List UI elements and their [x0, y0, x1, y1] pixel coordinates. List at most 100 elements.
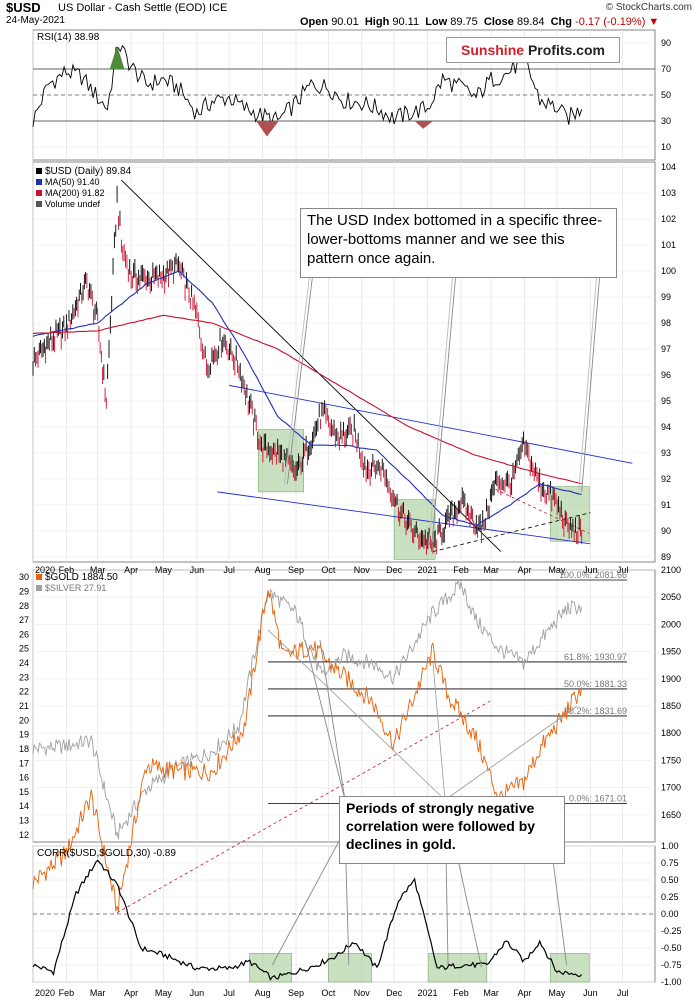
usd-callout-pointer [286, 271, 314, 485]
gold-legend-swatch [36, 574, 42, 580]
rsi-y-tick: 50 [661, 90, 671, 100]
gold-y-right-tick: 1650 [661, 810, 681, 820]
ohlc-readout: Open 90.01 High 90.11 Low 89.75 Close 89… [300, 16, 659, 28]
usd-annotation: The USD Index bottomed in a specific thr… [300, 208, 617, 278]
low-label: Low [425, 16, 448, 28]
gold-y-left-tick: 12 [19, 830, 29, 840]
usd-x-tick: Jun [190, 565, 205, 575]
rsi-legend: RSI(14) 38.98 [37, 32, 100, 43]
corr-y-tick: -0.50 [661, 943, 682, 953]
usd-y-tick: 89 [661, 552, 671, 562]
usd-x-tick: Mar [483, 565, 499, 575]
negative-correlation-box [249, 953, 293, 983]
gold-y-left-tick: 26 [19, 629, 29, 639]
usd-x-tick: Oct [321, 565, 336, 575]
corr-y-tick: 1.00 [661, 841, 679, 851]
corr-y-tick: 0.75 [661, 858, 679, 868]
gold-y-left-tick: 14 [19, 801, 29, 811]
corr-y-tick: -1.00 [661, 977, 682, 987]
symbol-description: US Dollar - Cash Settle (EOD) ICE [58, 2, 228, 14]
gold-y-right-tick: 1850 [661, 701, 681, 711]
usd-y-tick: 90 [661, 526, 671, 536]
gold-y-left-tick: 13 [19, 816, 29, 826]
gold-y-left-tick: 28 [19, 601, 29, 611]
corr-x-tick: Jul [223, 988, 235, 998]
gold-y-right-tick: 1950 [661, 647, 681, 657]
gold-callout-pointer [444, 705, 578, 801]
gold-line [32, 590, 583, 912]
channel-top-line [229, 384, 633, 464]
chart-date: 24-May-2021 [6, 15, 65, 26]
logo-part-2: Profits.com [527, 42, 605, 58]
rsi-y-tick: 30 [661, 116, 671, 126]
close-label: Close [483, 16, 514, 28]
usd-legend-1: MA(50) 91.40 [45, 177, 100, 187]
highlight-layer [249, 429, 590, 983]
gold-y-left-tick: 23 [19, 672, 29, 682]
corr-callout-pointer [304, 639, 346, 801]
usd-x-tick: May [548, 565, 566, 575]
gold-y-left-tick: 30 [19, 572, 29, 582]
usd-callout-pointer [428, 271, 454, 544]
corr-x-tick: Apr [124, 988, 138, 998]
close-value: 89.84 [516, 16, 545, 28]
support-dashed-line [432, 512, 591, 552]
rsi-oversold-fill [256, 121, 279, 137]
usd-x-tick: Mar [90, 565, 106, 575]
usd-x-tick: 2020 [35, 565, 55, 575]
fib-level-label: 50.0%: 1881.33 [564, 679, 627, 689]
gold-y-left-tick: 19 [19, 730, 29, 740]
usd-x-tick: Nov [354, 565, 371, 575]
usd-y-tick: 104 [661, 162, 676, 172]
gold-y-right-tick: 2100 [661, 565, 681, 575]
gold-y-left-tick: 16 [19, 773, 29, 783]
chg-label: Chg [550, 16, 572, 28]
resistance-dashed-line [495, 488, 590, 534]
corr-callout-pointer [271, 829, 346, 966]
negative-correlation-box [328, 953, 372, 983]
usd-y-tick: 101 [661, 240, 676, 250]
gold-y-left-tick: 27 [19, 615, 29, 625]
usd-y-tick: 92 [661, 474, 671, 484]
gold-y-left-tick: 15 [19, 787, 29, 797]
usd-x-tick: Jul [617, 565, 629, 575]
gold-y-left-tick: 20 [19, 715, 29, 725]
usd-y-tick: 100 [661, 266, 676, 276]
corr-x-tick: Aug [255, 988, 271, 998]
gold-y-left-tick: 21 [19, 701, 29, 711]
high-value: 90.11 [392, 16, 420, 28]
corr-legend: CORR($USD,$GOLD,30) -0.89 [37, 848, 176, 859]
usd-y-tick: 99 [661, 292, 671, 302]
corr-y-tick: 0.00 [661, 909, 679, 919]
chg-value: -0.17 (-0.19%) [575, 16, 646, 28]
usd-y-tick: 97 [661, 344, 671, 354]
usd-y-tick: 91 [661, 500, 671, 510]
corr-x-tick: Mar [483, 988, 499, 998]
low-value: 89.75 [450, 16, 478, 28]
corr-x-tick: Jul [617, 988, 629, 998]
corr-x-tick: Feb [453, 988, 469, 998]
corr-x-tick: Dec [386, 988, 403, 998]
corr-y-tick: -0.75 [661, 960, 682, 970]
gold-y-left-tick: 24 [19, 658, 29, 668]
corr-y-tick: 0.25 [661, 892, 679, 902]
corr-callout-pointer [319, 639, 346, 801]
usd-y-tick: 102 [661, 214, 676, 224]
usd-legend-swatch [36, 201, 42, 207]
rsi-y-tick: 70 [661, 64, 671, 74]
usd-legend-swatch [36, 190, 42, 196]
down-triangle-icon: ▼ [645, 16, 660, 28]
rsi-oversold-fill [414, 121, 433, 129]
usd-y-tick: 94 [661, 422, 671, 432]
plot-layer [32, 44, 633, 981]
corr-x-tick: Apr [518, 988, 532, 998]
usd-x-tick: Feb [59, 565, 75, 575]
high-label: High [364, 16, 390, 28]
label-layer: 10 30 50 70 90 RSI(14) 38.98 89 90 91 92 93 94 95 96 9… [19, 32, 682, 998]
gold-y-left-tick: 29 [19, 586, 29, 596]
sunshine-profits-logo: Sunshine Profits.com [446, 37, 620, 63]
rsi-line [32, 44, 583, 127]
usd-callout-pointer [431, 271, 457, 544]
gold-callout-pointer [267, 629, 446, 801]
corr-y-tick: 0.50 [661, 875, 679, 885]
